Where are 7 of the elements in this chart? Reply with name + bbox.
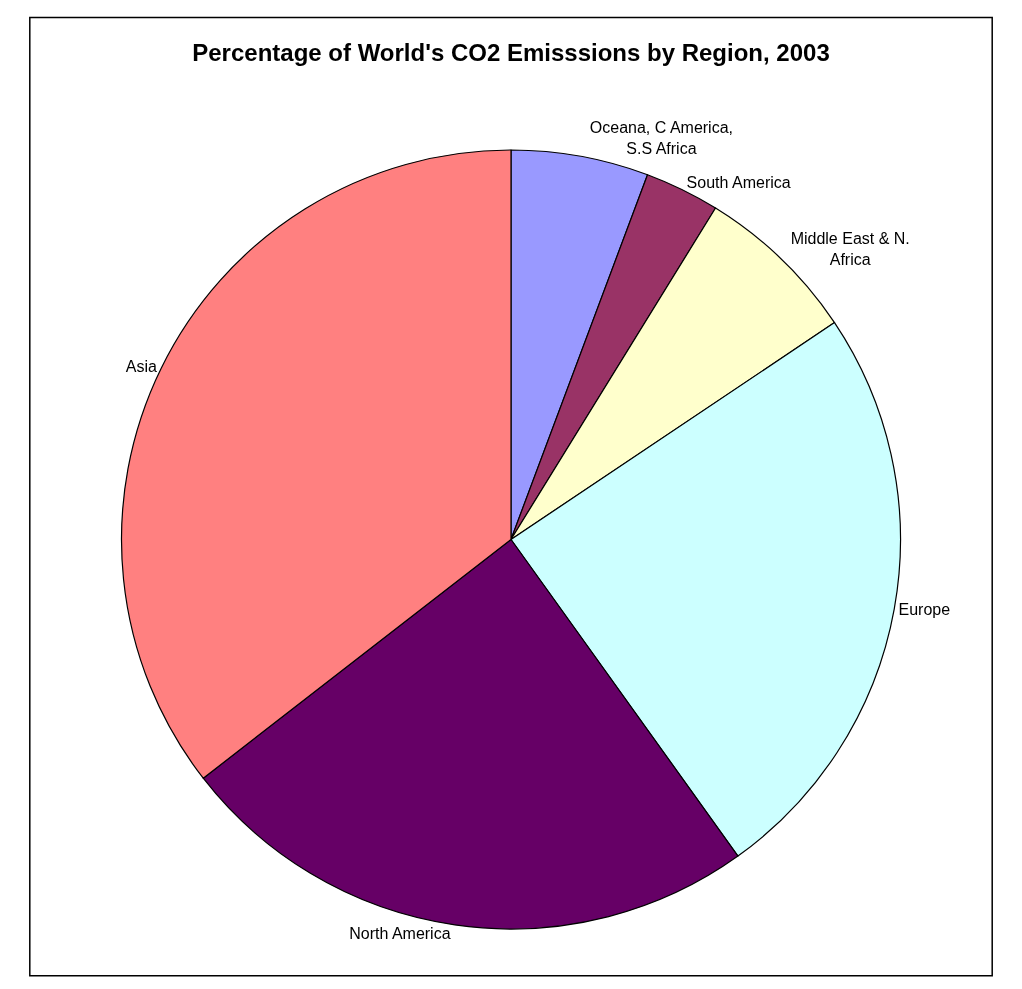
slice-label: Europe (898, 600, 951, 618)
slice-label: Oceana, C America, S.S Africa (589, 119, 733, 157)
slice-label: North America (349, 924, 451, 942)
slice-label: Middle East & N. Africa (790, 230, 910, 269)
slice-label: South America (686, 174, 791, 192)
chart-title: Percentage of World's CO2 Emisssions by Region, 2003 (192, 39, 830, 67)
slice-label: Asia (125, 358, 157, 375)
